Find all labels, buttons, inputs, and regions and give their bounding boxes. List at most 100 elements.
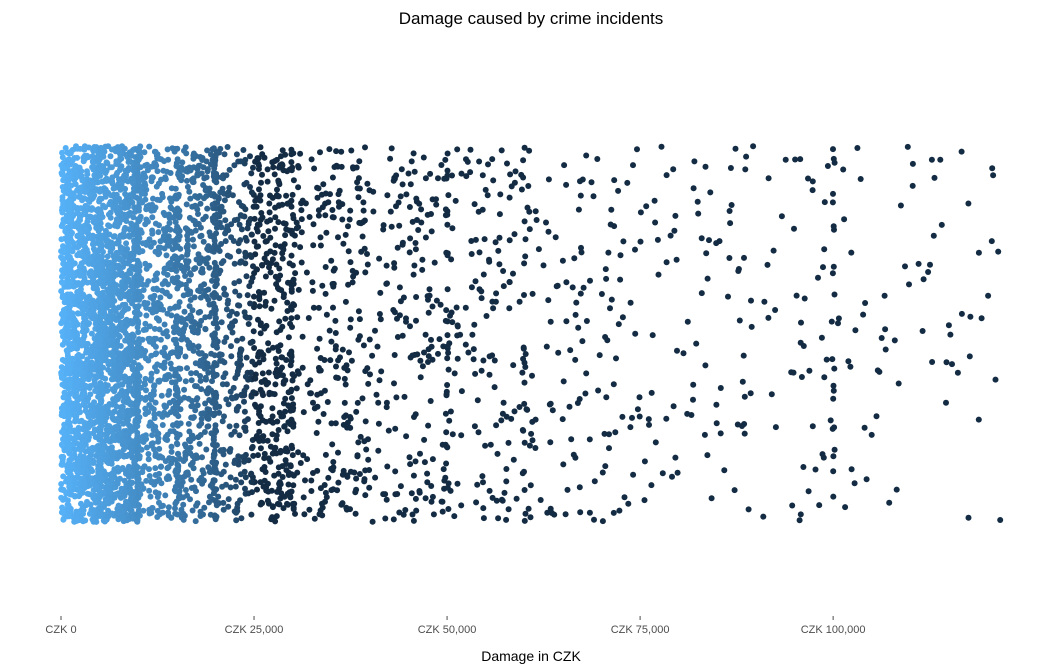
data-point	[81, 333, 88, 340]
data-point	[573, 299, 580, 306]
data-point	[270, 164, 277, 171]
data-point	[122, 253, 128, 259]
data-point	[135, 181, 142, 188]
data-point	[264, 437, 271, 444]
data-point	[97, 245, 103, 252]
data-point	[988, 238, 995, 245]
data-point	[107, 209, 114, 216]
data-point	[499, 410, 506, 417]
data-point	[257, 445, 264, 452]
data-point	[333, 374, 340, 381]
data-point	[145, 456, 152, 463]
data-point	[791, 225, 797, 232]
data-point	[88, 206, 95, 213]
data-point	[383, 280, 390, 287]
data-point	[73, 383, 80, 390]
data-point	[347, 468, 354, 475]
data-point	[116, 147, 123, 154]
data-point	[155, 251, 162, 258]
data-point	[256, 408, 263, 415]
data-point	[96, 488, 103, 495]
data-point	[269, 413, 276, 420]
data-point	[690, 185, 697, 192]
data-point	[552, 234, 559, 241]
data-point	[797, 511, 804, 518]
data-point	[575, 206, 582, 213]
data-point	[134, 472, 141, 479]
data-point	[582, 390, 589, 397]
data-point	[253, 203, 260, 210]
data-point	[64, 291, 71, 298]
data-point	[273, 360, 280, 367]
data-point	[930, 232, 937, 239]
data-point	[391, 352, 398, 358]
data-point	[180, 329, 187, 335]
data-point	[106, 488, 113, 495]
data-point	[806, 367, 813, 374]
data-point	[83, 326, 90, 333]
data-point	[532, 416, 539, 423]
data-point	[195, 211, 201, 217]
data-point	[307, 390, 314, 397]
data-point	[634, 406, 641, 413]
data-point	[245, 321, 252, 327]
data-point	[446, 417, 453, 424]
data-point	[272, 381, 279, 388]
data-point	[583, 318, 590, 324]
data-point	[399, 181, 406, 188]
data-point	[328, 487, 335, 494]
data-point	[90, 518, 97, 525]
data-point	[376, 377, 383, 384]
data-point	[95, 279, 102, 285]
data-point	[257, 144, 264, 151]
data-point	[107, 153, 114, 160]
data-point	[577, 290, 584, 297]
data-point	[562, 511, 569, 518]
data-point	[343, 504, 350, 511]
data-point	[419, 266, 426, 273]
data-point	[84, 279, 91, 286]
data-point	[61, 421, 68, 428]
data-point	[927, 261, 933, 268]
data-point	[94, 286, 101, 293]
data-point	[112, 199, 119, 206]
data-point	[311, 405, 318, 412]
data-point	[106, 231, 113, 238]
data-point	[176, 166, 183, 173]
data-point	[273, 156, 280, 163]
data-point	[873, 413, 880, 420]
data-point	[308, 477, 315, 484]
data-point	[314, 467, 321, 474]
data-point	[263, 381, 270, 388]
data-point	[298, 207, 305, 214]
data-point	[580, 284, 587, 291]
data-point	[798, 319, 804, 326]
data-point	[507, 171, 514, 178]
data-point	[256, 436, 262, 443]
data-point	[248, 170, 255, 177]
data-point	[929, 359, 936, 365]
data-point	[428, 483, 435, 489]
data-point	[341, 364, 348, 371]
data-point	[150, 286, 157, 292]
data-point	[516, 298, 523, 305]
data-point	[845, 358, 852, 365]
data-point	[356, 471, 363, 477]
data-point	[96, 254, 103, 261]
data-point	[256, 428, 263, 435]
data-point	[76, 492, 83, 498]
data-point	[713, 401, 720, 408]
data-point	[198, 170, 205, 177]
data-point	[390, 307, 397, 313]
data-point	[409, 218, 416, 225]
data-point	[224, 144, 231, 150]
data-point	[227, 323, 233, 330]
data-point	[298, 259, 305, 266]
data-point	[567, 347, 574, 354]
data-point	[328, 465, 335, 472]
data-point	[193, 383, 200, 390]
data-point	[421, 349, 427, 356]
data-point	[248, 231, 255, 238]
data-point	[728, 202, 735, 208]
data-point	[417, 374, 424, 381]
